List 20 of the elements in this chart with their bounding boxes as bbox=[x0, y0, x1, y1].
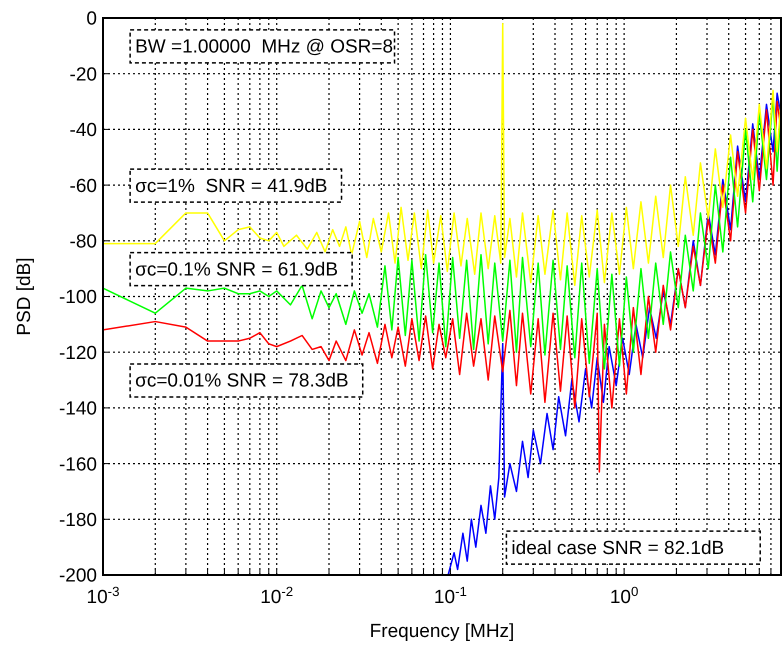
y-tick-label: -100 bbox=[58, 287, 97, 308]
y-tick-label: -120 bbox=[58, 342, 97, 364]
annotation: BW =1.00000 MHz @ OSR=8 bbox=[135, 36, 394, 58]
y-tick-label: -40 bbox=[70, 120, 97, 142]
y-tick-label: -60 bbox=[70, 176, 97, 197]
annotation: σc=0.01% SNR = 78.3dB bbox=[135, 370, 349, 392]
x-axis-title: Frequency [MHz] bbox=[370, 621, 514, 642]
x-tick-label: 10$^{-2}$ bbox=[260, 584, 294, 608]
x-tick-label: 10$^{0}$ bbox=[610, 584, 638, 608]
annotation: σc=1% SNR = 41.9dB bbox=[135, 176, 328, 197]
x-tick-label: 10$^{-1}$ bbox=[434, 584, 467, 608]
y-tick-label: -160 bbox=[58, 454, 97, 476]
y-tick-label: 0 bbox=[86, 8, 97, 30]
y-axis-title: PSD [dB] bbox=[14, 257, 35, 336]
y-tick-label: -140 bbox=[58, 398, 97, 420]
annotation: ideal case SNR = 82.1dB bbox=[511, 538, 724, 559]
y-tick-label: -80 bbox=[70, 231, 97, 252]
y-tick-label: -180 bbox=[58, 510, 97, 531]
y-tick-label: -20 bbox=[70, 64, 97, 86]
annotation: σc=0.1% SNR = 61.9dB bbox=[135, 259, 338, 280]
